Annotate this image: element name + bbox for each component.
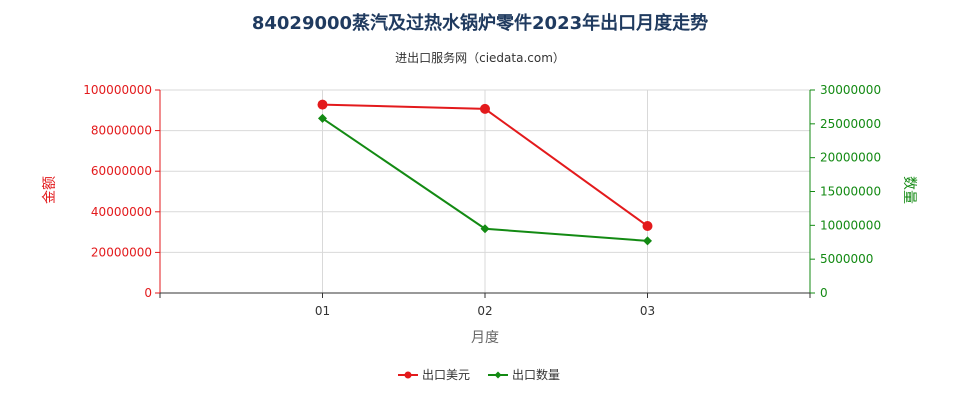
y-axis-left-label: 金额: [42, 176, 58, 204]
x-tick-label: 02: [477, 304, 492, 318]
legend: 出口美元 出口数量: [398, 367, 560, 382]
data-point-amount: [317, 99, 328, 110]
x-axis-label: 月度: [471, 330, 499, 346]
data-point-quantity: [643, 236, 652, 246]
left-tick-label: 80000000: [91, 124, 152, 138]
right-tick-label: 5000000: [820, 252, 873, 266]
left-tick-label: 0: [144, 286, 152, 300]
left-tick-label: 100000000: [83, 83, 152, 97]
right-tick-label: 10000000: [820, 218, 881, 232]
right-tick-label: 25000000: [820, 117, 881, 131]
right-tick-label: 20000000: [820, 151, 881, 165]
series-layer: [317, 99, 653, 246]
legend-marker-amount: [404, 371, 412, 379]
left-tick-label: 60000000: [91, 164, 152, 178]
chart-title: 84029000蒸汽及过热水锅炉零件2023年出口月度走势: [252, 12, 708, 34]
left-tick-label: 40000000: [91, 205, 152, 219]
legend-marker-quantity: [494, 371, 502, 379]
x-tick-label: 03: [640, 304, 655, 318]
grid-layer: [160, 89, 811, 293]
x-tick-label: 01: [315, 304, 330, 318]
data-point-amount: [480, 103, 490, 114]
axes-layer: 0 20000000 40000000 60000000 80000000 1000000…: [83, 83, 881, 318]
y-axis-right-label: 数量: [901, 176, 917, 204]
right-tick-label: 0: [820, 286, 828, 300]
legend-label-amount: 出口美元: [422, 368, 470, 382]
data-point-quantity: [480, 224, 490, 234]
data-point-quantity: [318, 113, 327, 123]
legend-label-quantity: 出口数量: [512, 367, 560, 382]
right-tick-label: 30000000: [820, 83, 881, 97]
right-tick-label: 15000000: [820, 185, 881, 199]
data-point-amount: [642, 221, 653, 232]
chart-subtitle: 进出口服务网（ciedata.com）: [395, 50, 565, 65]
left-tick-label: 20000000: [91, 245, 152, 259]
